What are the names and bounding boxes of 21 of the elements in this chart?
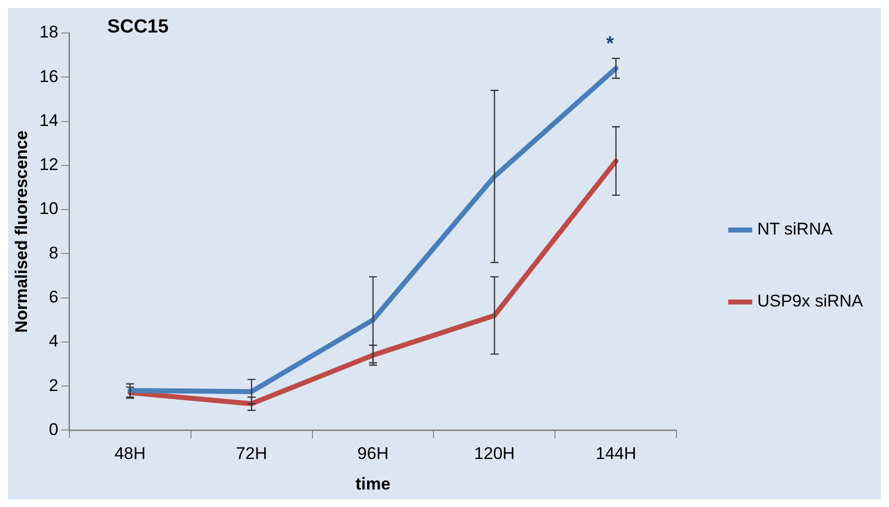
y-tick-label: 14 — [39, 110, 58, 130]
y-tick-label: 18 — [39, 22, 58, 42]
y-tick-label: 16 — [39, 66, 58, 86]
y-tick-label: 2 — [48, 376, 58, 395]
x-tick-label: 96H — [357, 444, 389, 464]
y-tick-label: 10 — [39, 199, 58, 218]
chart-title: SCC15 — [107, 16, 169, 38]
x-tick-label: 48H — [114, 444, 146, 464]
y-tick-label: 0 — [48, 420, 58, 439]
y-axis-title: Normalised fluorescence — [12, 130, 31, 333]
y-tick-label: 8 — [48, 243, 58, 262]
y-tick-label: 4 — [48, 332, 58, 351]
x-tick-label: 120H — [474, 444, 515, 464]
legend-label: NT siRNA — [757, 220, 834, 239]
annotation: * — [606, 32, 614, 55]
x-axis-title: time — [356, 474, 390, 494]
y-tick-label: 6 — [48, 287, 58, 306]
y-tick-label: 12 — [39, 155, 58, 174]
legend-label: USP9x siRNA — [757, 292, 864, 311]
x-tick-label: 144H — [596, 444, 636, 464]
x-tick-label: 72H — [236, 444, 268, 464]
